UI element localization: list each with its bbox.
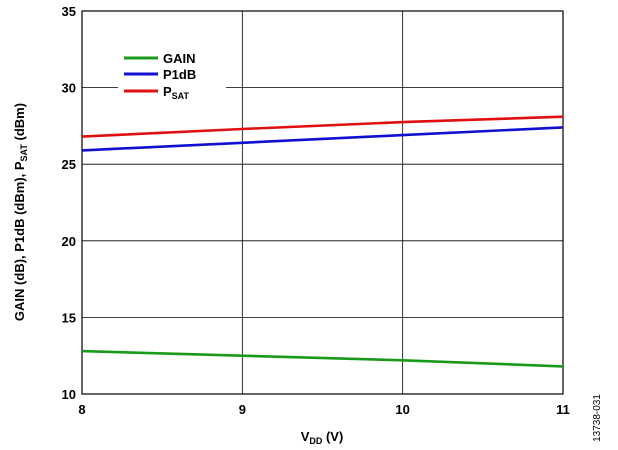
y-axis-title: GAIN (dB), P1dB (dBm), PSAT (dBm) — [12, 103, 29, 321]
y-tick-label: 25 — [62, 157, 76, 172]
x-axis-title-unit: (V) — [322, 429, 343, 444]
series-lines — [81, 115, 564, 368]
series-line-p1db — [81, 126, 564, 152]
y-axis-title-sub: SAT — [19, 144, 29, 162]
series-line-psat — [81, 115, 564, 138]
y-tick-label: 35 — [62, 4, 76, 19]
x-axis-title: VDD (V) — [301, 429, 344, 446]
figure-id: 13738-031 — [592, 394, 603, 442]
plot-area — [81, 10, 564, 395]
x-tick-label: 11 — [556, 402, 570, 417]
y-tick-label: 10 — [62, 387, 76, 402]
x-tick-label: 9 — [239, 402, 246, 417]
legend-label-psat: PSAT — [163, 84, 190, 101]
y-axis-title-part1: GAIN (dB), P1dB (dBm), P — [12, 161, 27, 321]
x-axis-title-main: V — [301, 429, 310, 444]
y-tick-label: 15 — [62, 310, 76, 325]
x-tick-label: 10 — [395, 402, 409, 417]
legend-label-psat-sub: SAT — [172, 91, 190, 101]
y-tick-label: 20 — [62, 234, 76, 249]
legend: GAIN P1dB PSAT — [118, 50, 226, 106]
legend-label-gain: GAIN — [163, 51, 196, 66]
y-axis-title-part2: (dBm) — [12, 103, 27, 144]
series-line-gain — [81, 349, 564, 368]
tick-labels: 8 9 10 11 10 15 20 25 30 35 — [62, 4, 570, 417]
x-tick-label: 8 — [78, 402, 85, 417]
legend-label-p1db: P1dB — [163, 67, 196, 82]
x-axis-title-sub: DD — [309, 436, 322, 446]
legend-label-psat-main: P — [163, 84, 172, 99]
y-tick-label: 30 — [62, 81, 76, 96]
